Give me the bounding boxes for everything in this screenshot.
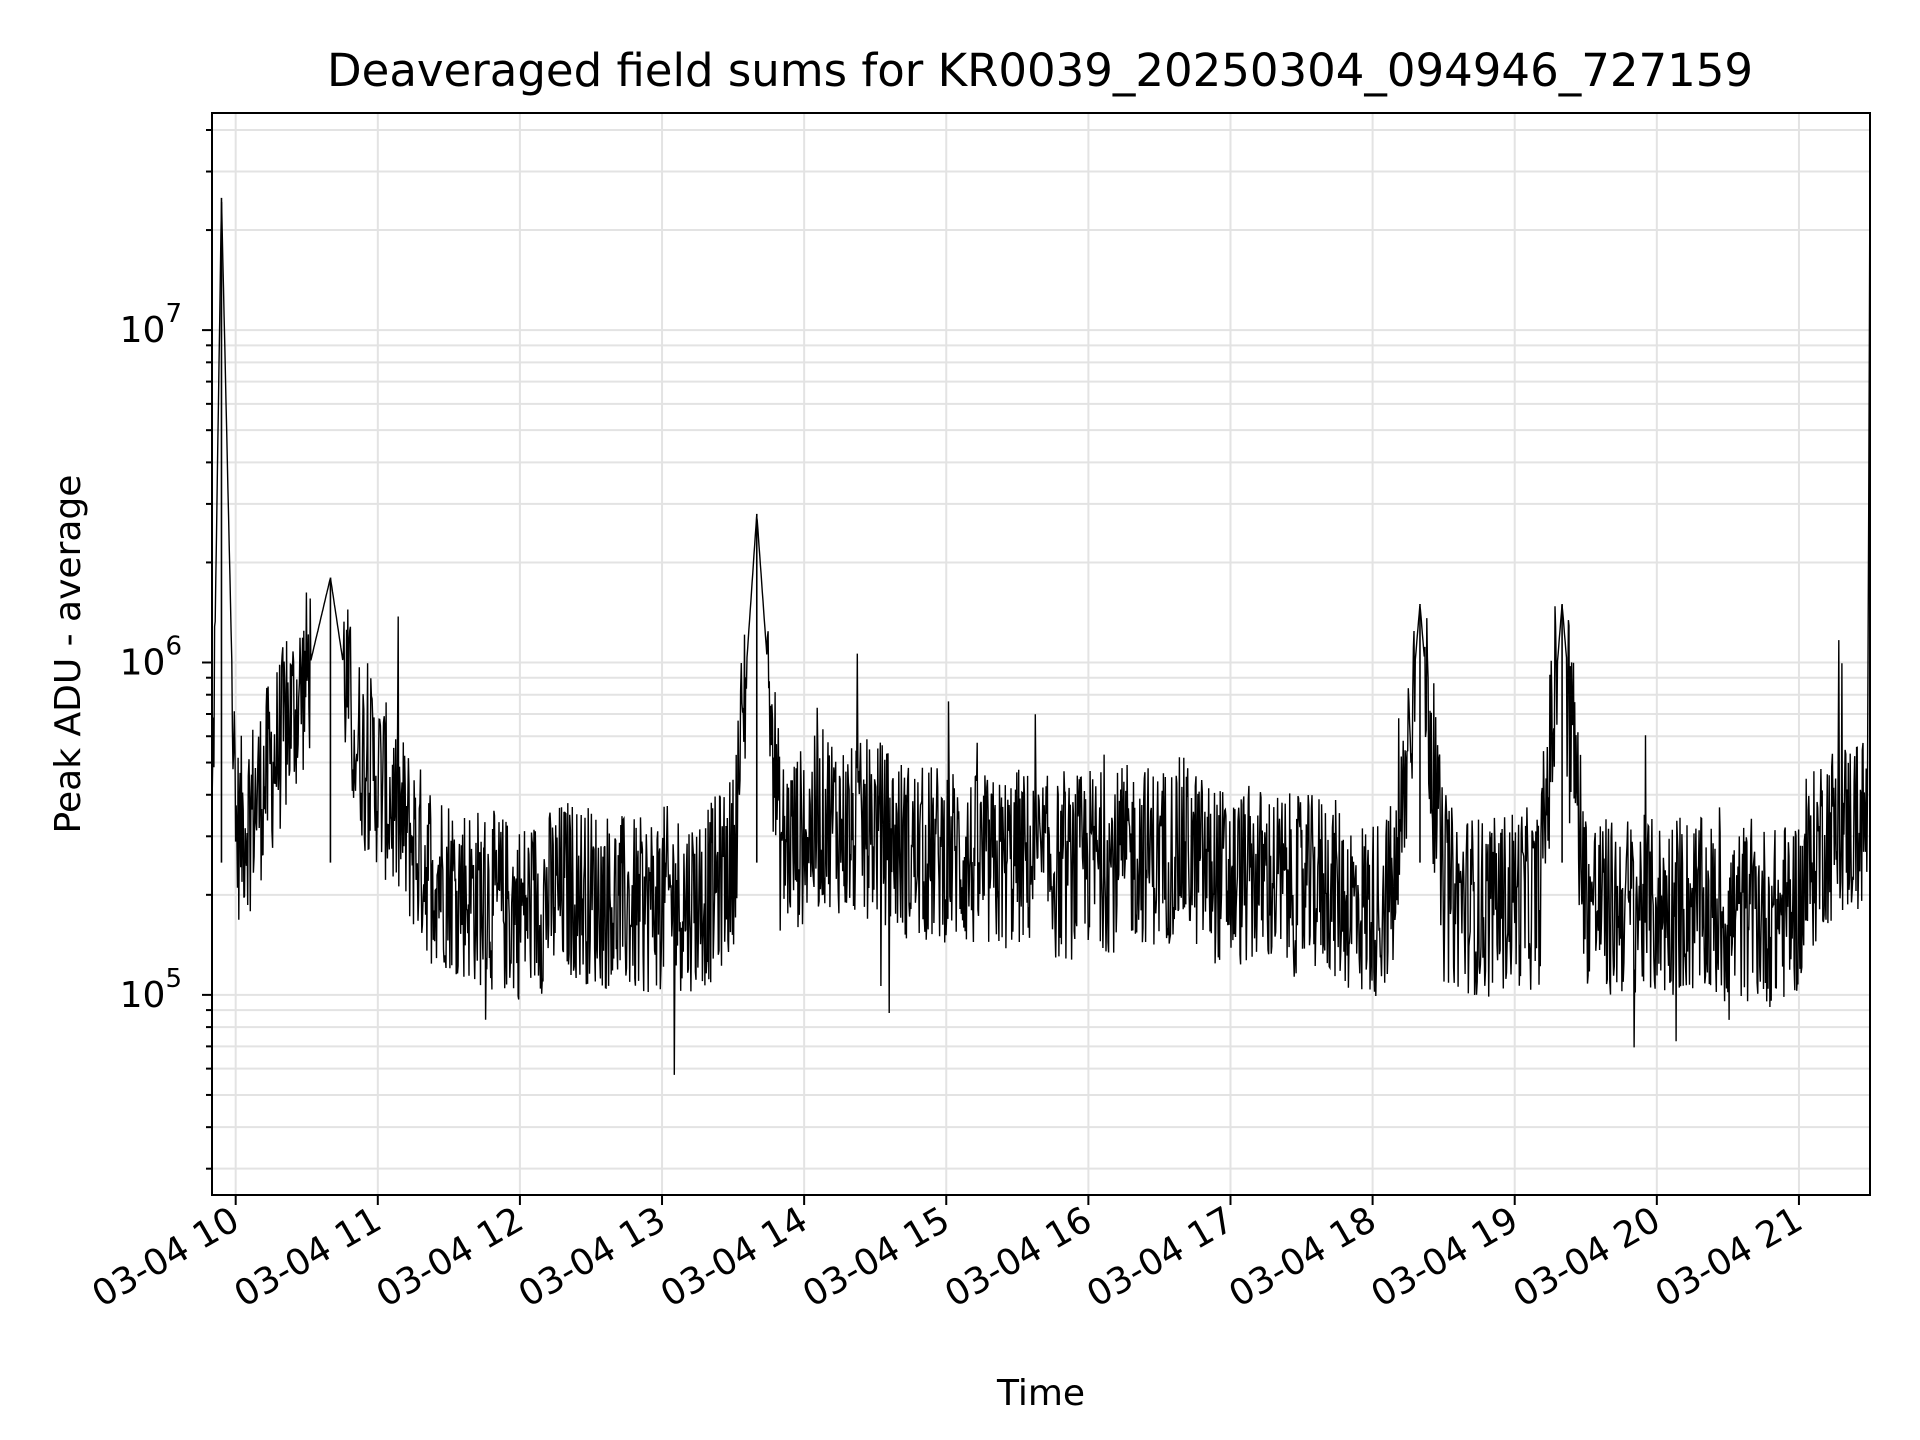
x-tick-label: 03-04 16 (938, 1199, 1099, 1315)
series-area (211, 149, 1871, 1075)
x-tick-label: 03-04 19 (1365, 1199, 1526, 1315)
plot-frame (211, 112, 1871, 1196)
x-tick-label: 03-04 14 (654, 1199, 815, 1315)
y-axis-label: Peak ADU - average (48, 475, 89, 834)
y-tick-label: 106 (120, 632, 182, 684)
x-tick-label: 03-04 20 (1507, 1199, 1668, 1315)
x-tick-label: 03-04 10 (86, 1199, 247, 1315)
x-tick-label: 03-04 12 (370, 1199, 531, 1315)
grid (212, 113, 1870, 1195)
y-axis: 105 106 107 (120, 129, 212, 1170)
x-tick-label: 03-04 18 (1222, 1199, 1383, 1315)
y-tick-label: 107 (120, 299, 182, 351)
y-tick-label: 105 (120, 964, 182, 1016)
x-tick-label: 03-04 15 (796, 1199, 957, 1315)
x-tick-label: 03-04 11 (228, 1199, 389, 1315)
chart-title: Deaveraged field sums for KR0039_2025030… (327, 44, 1753, 97)
x-tick-label: 03-04 13 (512, 1199, 673, 1315)
x-tick-label: 03-04 17 (1080, 1199, 1241, 1315)
series-line (211, 149, 1871, 1075)
x-axis-label: Time (996, 1373, 1085, 1414)
x-tick-label: 03-04 21 (1649, 1199, 1810, 1315)
